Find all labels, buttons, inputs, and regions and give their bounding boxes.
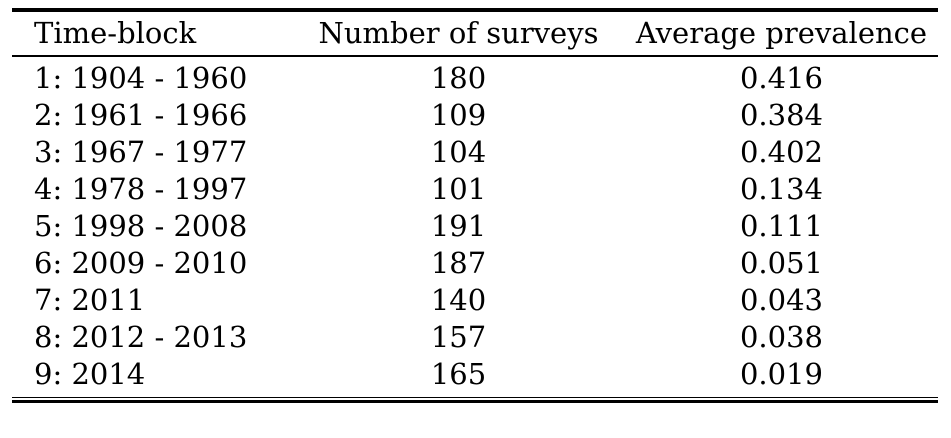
cell-number-of-surveys: 191: [430, 209, 487, 243]
cell-time-block: 5: 1998 - 2008: [34, 209, 248, 243]
table-row: 4: 1978 - 1997 101 0.134: [12, 171, 938, 208]
cell-average-prevalence: 0.402: [739, 135, 824, 169]
cell-number-of-surveys: 165: [430, 357, 487, 391]
table-row: 7: 2011 140 0.043: [12, 282, 938, 319]
cell-time-block: 9: 2014: [34, 357, 146, 391]
cell-average-prevalence: 0.019: [739, 357, 824, 391]
table-header-rule: [12, 55, 938, 57]
table-body: 1: 1904 - 1960 180 0.416 2: 1961 - 1966 …: [12, 57, 938, 397]
cell-average-prevalence: 0.051: [739, 246, 824, 280]
cell-time-block: 8: 2012 - 2013: [34, 320, 248, 354]
cell-time-block: 4: 1978 - 1997: [34, 172, 248, 206]
prevalence-table-body: 1: 1904 - 1960 180 0.416 2: 1961 - 1966 …: [12, 57, 938, 397]
cell-time-block: 7: 2011: [34, 283, 146, 317]
cell-average-prevalence: 0.038: [739, 320, 824, 354]
cell-number-of-surveys: 109: [430, 98, 487, 132]
cell-time-block: 3: 1967 - 1977: [34, 135, 248, 169]
header-average-prevalence: Average prevalence: [635, 16, 928, 50]
table-row: 3: 1967 - 1977 104 0.402: [12, 134, 938, 171]
cell-number-of-surveys: 180: [430, 61, 487, 95]
table-top-rule: [12, 8, 938, 12]
table-row: 9: 2014 165 0.019: [12, 356, 938, 397]
table-row: 8: 2012 - 2013 157 0.038: [12, 319, 938, 356]
cell-number-of-surveys: 140: [430, 283, 487, 317]
header-number-of-surveys: Number of surveys: [318, 16, 599, 50]
header-time-block: Time-block: [34, 16, 197, 50]
cell-average-prevalence: 0.384: [739, 98, 824, 132]
cell-number-of-surveys: 104: [430, 135, 487, 169]
table-bottom-rule: [12, 397, 938, 403]
table-row: 5: 1998 - 2008 191 0.111: [12, 208, 938, 245]
table-row: 1: 1904 - 1960 180 0.416: [12, 57, 938, 97]
table-row: 6: 2009 - 2010 187 0.051: [12, 245, 938, 282]
table-row: 2: 1961 - 1966 109 0.384: [12, 97, 938, 134]
cell-number-of-surveys: 157: [430, 320, 487, 354]
cell-number-of-surveys: 101: [430, 172, 487, 206]
data-table-container: Time-block Number of surveys Average pre…: [12, 8, 938, 403]
cell-time-block: 6: 2009 - 2010: [34, 246, 248, 280]
cell-average-prevalence: 0.416: [739, 61, 824, 95]
cell-average-prevalence: 0.134: [739, 172, 824, 206]
cell-time-block: 2: 1961 - 1966: [34, 98, 248, 132]
table-header: Time-block Number of surveys Average pre…: [12, 12, 938, 55]
cell-time-block: 1: 1904 - 1960: [34, 61, 248, 95]
cell-average-prevalence: 0.111: [739, 209, 824, 243]
cell-number-of-surveys: 187: [430, 246, 487, 280]
prevalence-table: Time-block Number of surveys Average pre…: [12, 12, 938, 55]
cell-average-prevalence: 0.043: [739, 283, 824, 317]
header-row: Time-block Number of surveys Average pre…: [12, 12, 938, 55]
